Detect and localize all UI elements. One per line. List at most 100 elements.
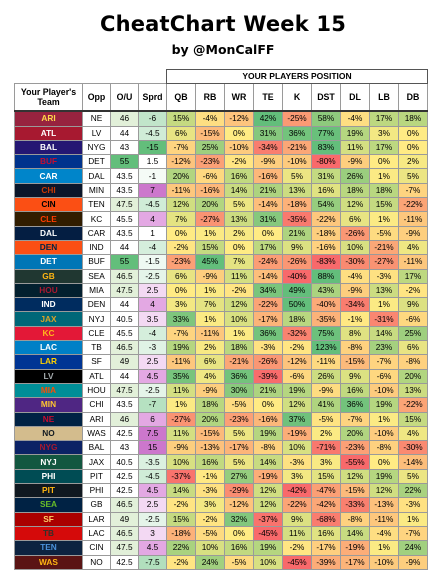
ou-cell: 46.5 [110,525,139,542]
qb-cell: -11% [166,182,196,199]
table-row: MIA HOU 47.5 -2.5 11% -9% 30% 21% 19% -9% 16% -10% 1… [14,382,428,399]
dl-cell: -15% [340,354,370,370]
opp-cell: CHI [82,397,111,413]
qb-cell: -9% [166,440,196,456]
dst-cell: 15% [311,468,341,485]
ou-cell: 47.5 [110,197,139,213]
sprd-cell: 4 [138,211,167,227]
ou-cell: 49 [110,511,139,527]
dst-cell: -5% [311,411,341,427]
team-cell: KC [14,325,83,342]
dst-cell: -83% [311,254,341,270]
dl-cell: 19% [340,125,370,141]
sprd-cell: 6 [138,411,167,427]
wr-cell: 18% [224,340,254,356]
lb-cell: -31% [369,311,399,327]
te-cell: -37% [253,511,283,527]
lb-cell: 1% [369,297,399,313]
ou-cell: 42.5 [110,554,139,570]
sprd-cell: -4 [138,325,167,342]
te-cell: -24% [253,254,283,270]
te-cell: 0% [253,397,283,413]
opp-cell: NE [82,110,111,127]
ou-cell: 46 [110,110,139,127]
k-cell: 5% [282,168,312,184]
sprd-cell: 3.5 [138,311,167,327]
col-team: Your Player's Team [14,83,83,113]
table-row: MIN CHI 43.5 -7 1% 18% -5% 0% 12% 41% 36% 19% -22% [14,397,428,413]
opp-cell: NO [82,554,111,570]
qb-cell: 33% [166,311,196,327]
opp-cell: IND [82,239,111,256]
wr-cell: -29% [224,483,254,499]
lb-cell: -3% [369,268,399,284]
dl-cell: -9% [340,154,370,170]
ou-cell: 55 [110,154,139,170]
lb-cell: 12% [369,483,399,499]
table-row: PHI PIT 42.5 -4.5 -37% -1% 27% -19% 3% 15% 12% 19% 5… [14,468,428,485]
opp-cell: TB [82,340,111,356]
sprd-cell: -7 [138,397,167,413]
team-cell: JAX [14,311,83,327]
col-db: DB [398,83,428,113]
db-cell: -2% [398,282,428,299]
dl-cell: -8% [340,511,370,527]
ou-cell: 44 [110,239,139,256]
rb-cell: 4% [195,368,225,384]
wr-cell: 13% [224,211,254,227]
dst-cell: 16% [311,525,341,542]
te-cell: -22% [253,297,283,313]
opp-cell: DAL [82,168,111,184]
k-cell: 11% [282,525,312,542]
team-cell: BAL [14,139,83,156]
db-cell: 25% [398,325,428,342]
db-cell: -7% [398,525,428,542]
lb-cell: 1% [369,211,399,227]
sprd-cell: 4.5 [138,540,167,556]
col-rb: RB [195,83,225,113]
rb-cell: 16% [195,454,225,470]
qb-cell: 15% [166,511,196,527]
lb-cell: -7% [369,354,399,370]
dst-cell: 54% [311,197,341,213]
dl-cell: 11% [340,139,370,156]
dst-cell: -40% [311,297,341,313]
col-ou: O/U [110,83,139,113]
col-sprd: Sprd [138,83,167,113]
te-cell: -8% [253,440,283,456]
dst-cell: -9% [311,382,341,399]
wr-cell: -12% [224,110,254,127]
rb-cell: 3% [195,497,225,513]
k-cell: -45% [282,554,312,570]
col-dst: DST [311,83,341,113]
page-title: CheatChart Week 15 [99,12,347,36]
te-cell: 12% [253,483,283,499]
opp-cell: SEA [82,268,111,284]
qb-cell: 35% [166,368,196,384]
table-row: JAX NYJ 40.5 3.5 33% 1% 10% -17% 18% -35% -1% -31% -… [14,311,428,327]
dst-cell: 88% [311,268,341,284]
ou-cell: 43.5 [110,168,139,184]
table-row: CHI MIN 43.5 7 -11% -16% 14% 21% 13% 16% 18% 18% -7% [14,182,428,199]
opp-cell: MIA [82,282,111,299]
qb-cell: 3% [166,297,196,313]
ou-cell: 43 [110,440,139,456]
qb-cell: -27% [166,411,196,427]
te-cell: -9% [253,154,283,170]
rb-cell: -13% [195,440,225,456]
table-row: NO WAS 42.5 7.5 11% -15% 5% 19% -19% 2% 20% -10% 4% [14,425,428,442]
ou-cell: 49 [110,354,139,370]
db-cell: 13% [398,382,428,399]
te-cell: -16% [253,168,283,184]
team-cell: CHI [14,182,83,199]
te-cell: 42% [253,110,283,127]
lb-cell: -11% [369,511,399,527]
ou-cell: 46.5 [110,268,139,284]
qb-cell: 0% [166,225,196,241]
sprd-cell: -3 [138,340,167,356]
team-cell: DEN [14,239,83,256]
sprd-cell: 7 [138,182,167,199]
dl-cell: -30% [340,254,370,270]
db-cell: 22% [398,483,428,499]
qb-cell: -11% [166,354,196,370]
